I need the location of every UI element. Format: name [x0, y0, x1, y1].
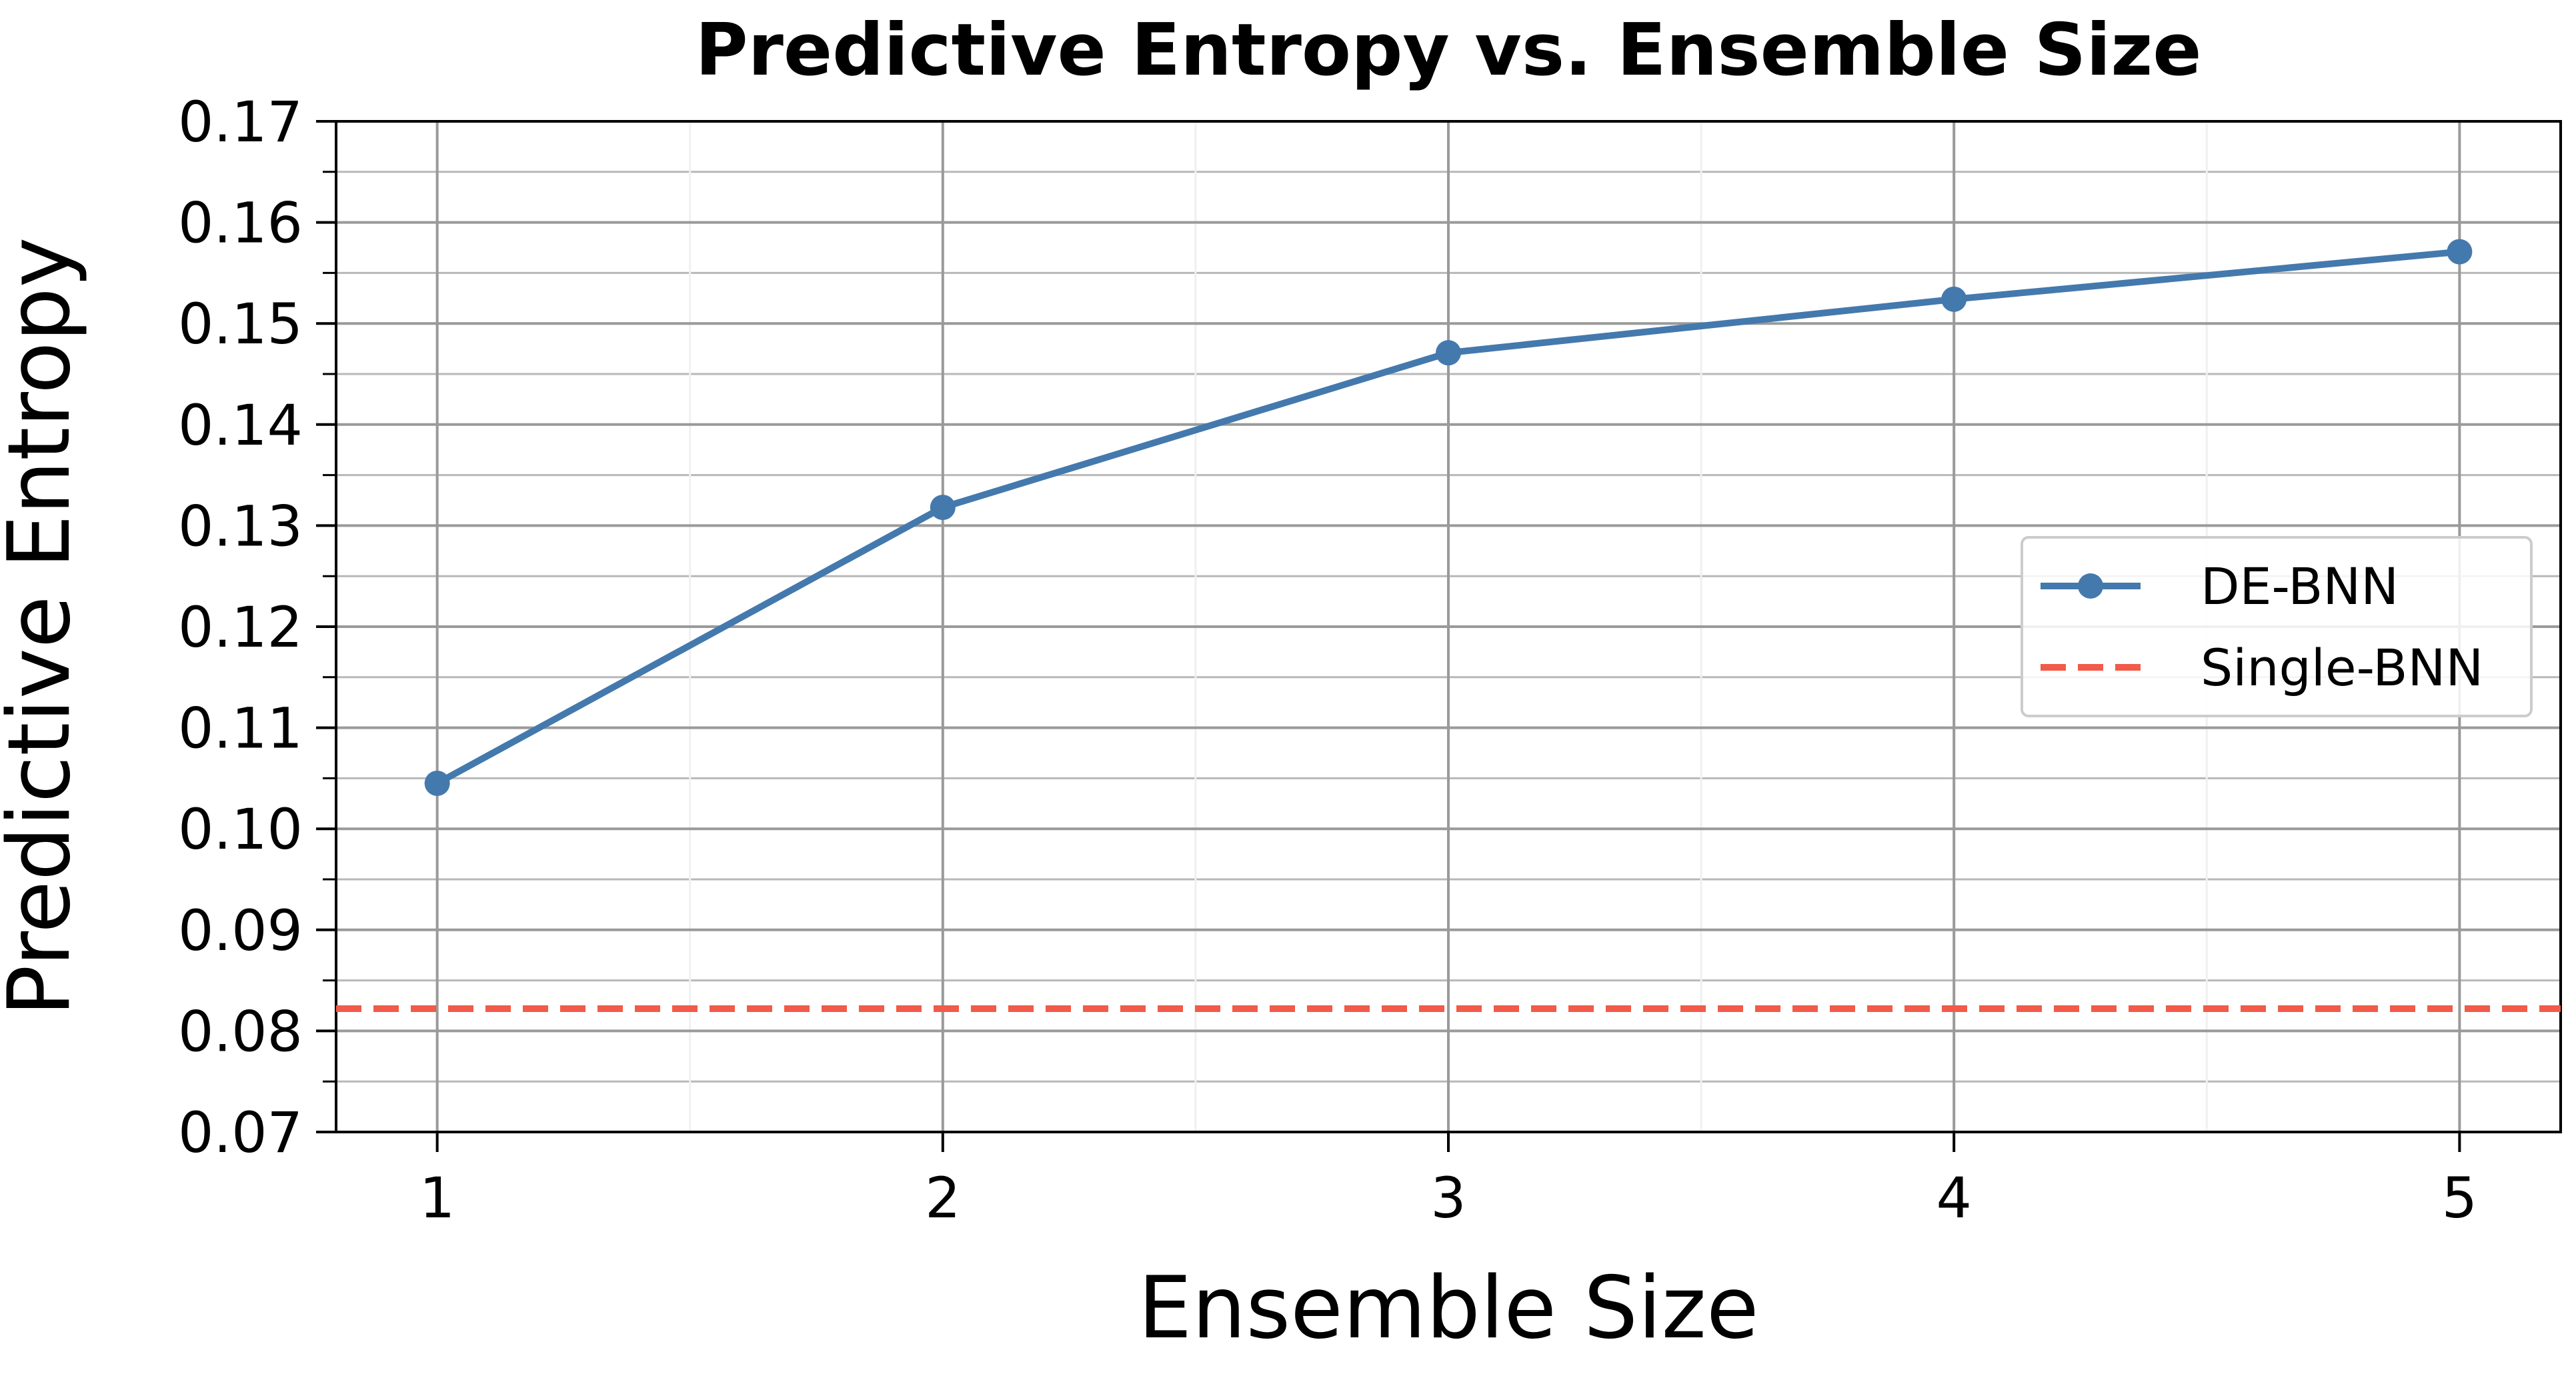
data-point [424, 770, 450, 796]
data-point [930, 495, 956, 521]
y-tick-label: 0.16 [178, 191, 303, 256]
y-tick-label: 0.17 [178, 89, 303, 155]
legend-label: DE-BNN [2201, 557, 2399, 616]
y-tick-label: 0.08 [178, 999, 303, 1064]
legend: DE-BNN Single-BNN [2021, 536, 2533, 717]
x-tick-label: 5 [2442, 1165, 2477, 1231]
data-point [2447, 239, 2473, 265]
y-tick-label: 0.10 [178, 797, 303, 862]
y-tick-label: 0.11 [178, 696, 303, 761]
y-tick-label: 0.07 [178, 1100, 303, 1165]
y-tick-label: 0.12 [178, 595, 303, 660]
x-tick-label: 1 [419, 1165, 455, 1231]
legend-box [2021, 536, 2533, 717]
y-tick-label: 0.13 [178, 493, 303, 559]
x-tick-label: 3 [1430, 1165, 1466, 1231]
data-point [1941, 286, 1967, 312]
x-axis-label: Ensemble Size [1138, 1259, 1758, 1358]
tick-labels: 0.07 0.08 0.09 0.10 0.11 0.12 0.13 0.14 0.15 0.16… [178, 89, 2477, 1231]
y-axis-label: Predictive Entropy [0, 237, 89, 1017]
legend-label: Single-BNN [2201, 638, 2483, 697]
data-series [336, 239, 2561, 1013]
y-tick-label: 0.15 [178, 291, 303, 357]
y-tick-label: 0.14 [178, 393, 303, 458]
chart-title: Predictive Entropy vs. Ensemble Size [695, 9, 2201, 92]
y-tick-label: 0.09 [178, 898, 303, 963]
axes [316, 120, 2562, 1152]
legend-swatch-marker [2078, 573, 2103, 599]
plot-frame [335, 120, 2562, 1133]
x-tick-label: 2 [925, 1165, 960, 1231]
x-tick-label: 4 [1936, 1165, 1971, 1231]
data-point [1436, 340, 1461, 366]
